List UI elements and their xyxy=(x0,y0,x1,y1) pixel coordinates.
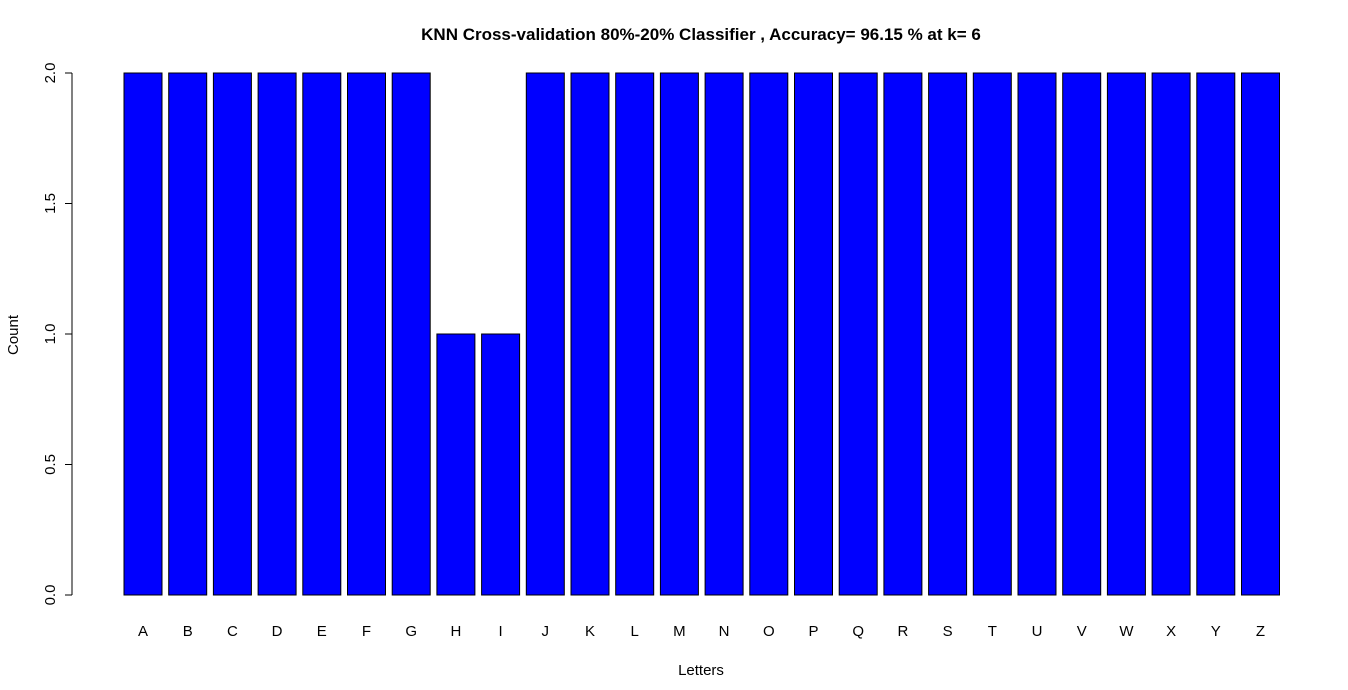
bar-T xyxy=(972,72,1012,596)
x-tick-label-S: S xyxy=(943,623,953,640)
x-tick-label-W: W xyxy=(1119,623,1134,640)
bar-B xyxy=(168,72,208,596)
bar-Z xyxy=(1241,72,1280,596)
x-tick-label-O: O xyxy=(763,623,775,640)
bar-A xyxy=(123,72,163,596)
x-tick-label-P: P xyxy=(808,623,818,640)
x-tick-label-V: V xyxy=(1077,623,1087,640)
bar-O xyxy=(749,72,789,596)
x-tick-label-H: H xyxy=(450,623,461,640)
bar-W xyxy=(1106,72,1146,596)
x-tick-label-X: X xyxy=(1166,623,1176,640)
x-tick-label-J: J xyxy=(542,623,550,640)
bar-J xyxy=(525,72,565,596)
bar-P xyxy=(794,72,833,596)
bar-H xyxy=(436,333,476,596)
bar-I xyxy=(481,333,521,596)
x-axis-label: Letters xyxy=(678,662,724,679)
x-tick-label-Q: Q xyxy=(852,623,864,640)
bars-group xyxy=(123,72,1280,596)
x-tick-label-E: E xyxy=(317,623,327,640)
x-tick-label-Y: Y xyxy=(1211,623,1221,640)
bar-V xyxy=(1062,72,1102,596)
x-tick-labels: A B C D E F G H I J K L M N O P Q R S T U V W X Y Z xyxy=(138,623,1265,640)
y-tick-label: 0.5 xyxy=(42,454,59,475)
bar-S xyxy=(928,72,968,596)
bar-F xyxy=(347,72,386,596)
y-tick-label: 2.0 xyxy=(42,63,59,84)
x-tick-label-T: T xyxy=(988,623,997,640)
bar-D xyxy=(257,72,297,596)
x-tick-label-I: I xyxy=(499,623,503,640)
x-tick-label-R: R xyxy=(897,623,908,640)
bar-N xyxy=(704,72,744,596)
y-axis-label: Count xyxy=(5,314,22,355)
y-axis: 0.0 0.5 1.0 1.5 2.0 xyxy=(42,63,73,606)
x-tick-label-U: U xyxy=(1032,623,1043,640)
bar-Y xyxy=(1196,72,1236,596)
x-tick-label-A: A xyxy=(138,623,148,640)
y-tick-label: 1.5 xyxy=(42,193,59,214)
bar-K xyxy=(570,72,610,596)
y-tick-label: 1.0 xyxy=(42,324,59,345)
y-tick-label: 0.0 xyxy=(42,585,59,606)
bar-X xyxy=(1151,72,1191,596)
x-tick-label-B: B xyxy=(183,623,193,640)
bar-R xyxy=(883,72,923,596)
bar-M xyxy=(659,72,699,596)
bar-C xyxy=(212,72,252,596)
bar-L xyxy=(615,72,655,596)
x-tick-label-F: F xyxy=(362,623,371,640)
x-tick-label-M: M xyxy=(673,623,686,640)
x-tick-label-Z: Z xyxy=(1256,623,1265,640)
bar-E xyxy=(302,72,342,596)
x-tick-label-C: C xyxy=(227,623,238,640)
x-tick-label-L: L xyxy=(631,623,639,640)
bar-U xyxy=(1017,72,1057,596)
x-tick-label-D: D xyxy=(272,623,283,640)
x-tick-label-N: N xyxy=(719,623,730,640)
x-tick-label-K: K xyxy=(585,623,595,640)
chart-title: KNN Cross-validation 80%-20% Classifier … xyxy=(421,25,981,44)
bar-Q xyxy=(838,72,878,596)
x-tick-label-G: G xyxy=(405,623,417,640)
bar-G xyxy=(391,72,431,596)
